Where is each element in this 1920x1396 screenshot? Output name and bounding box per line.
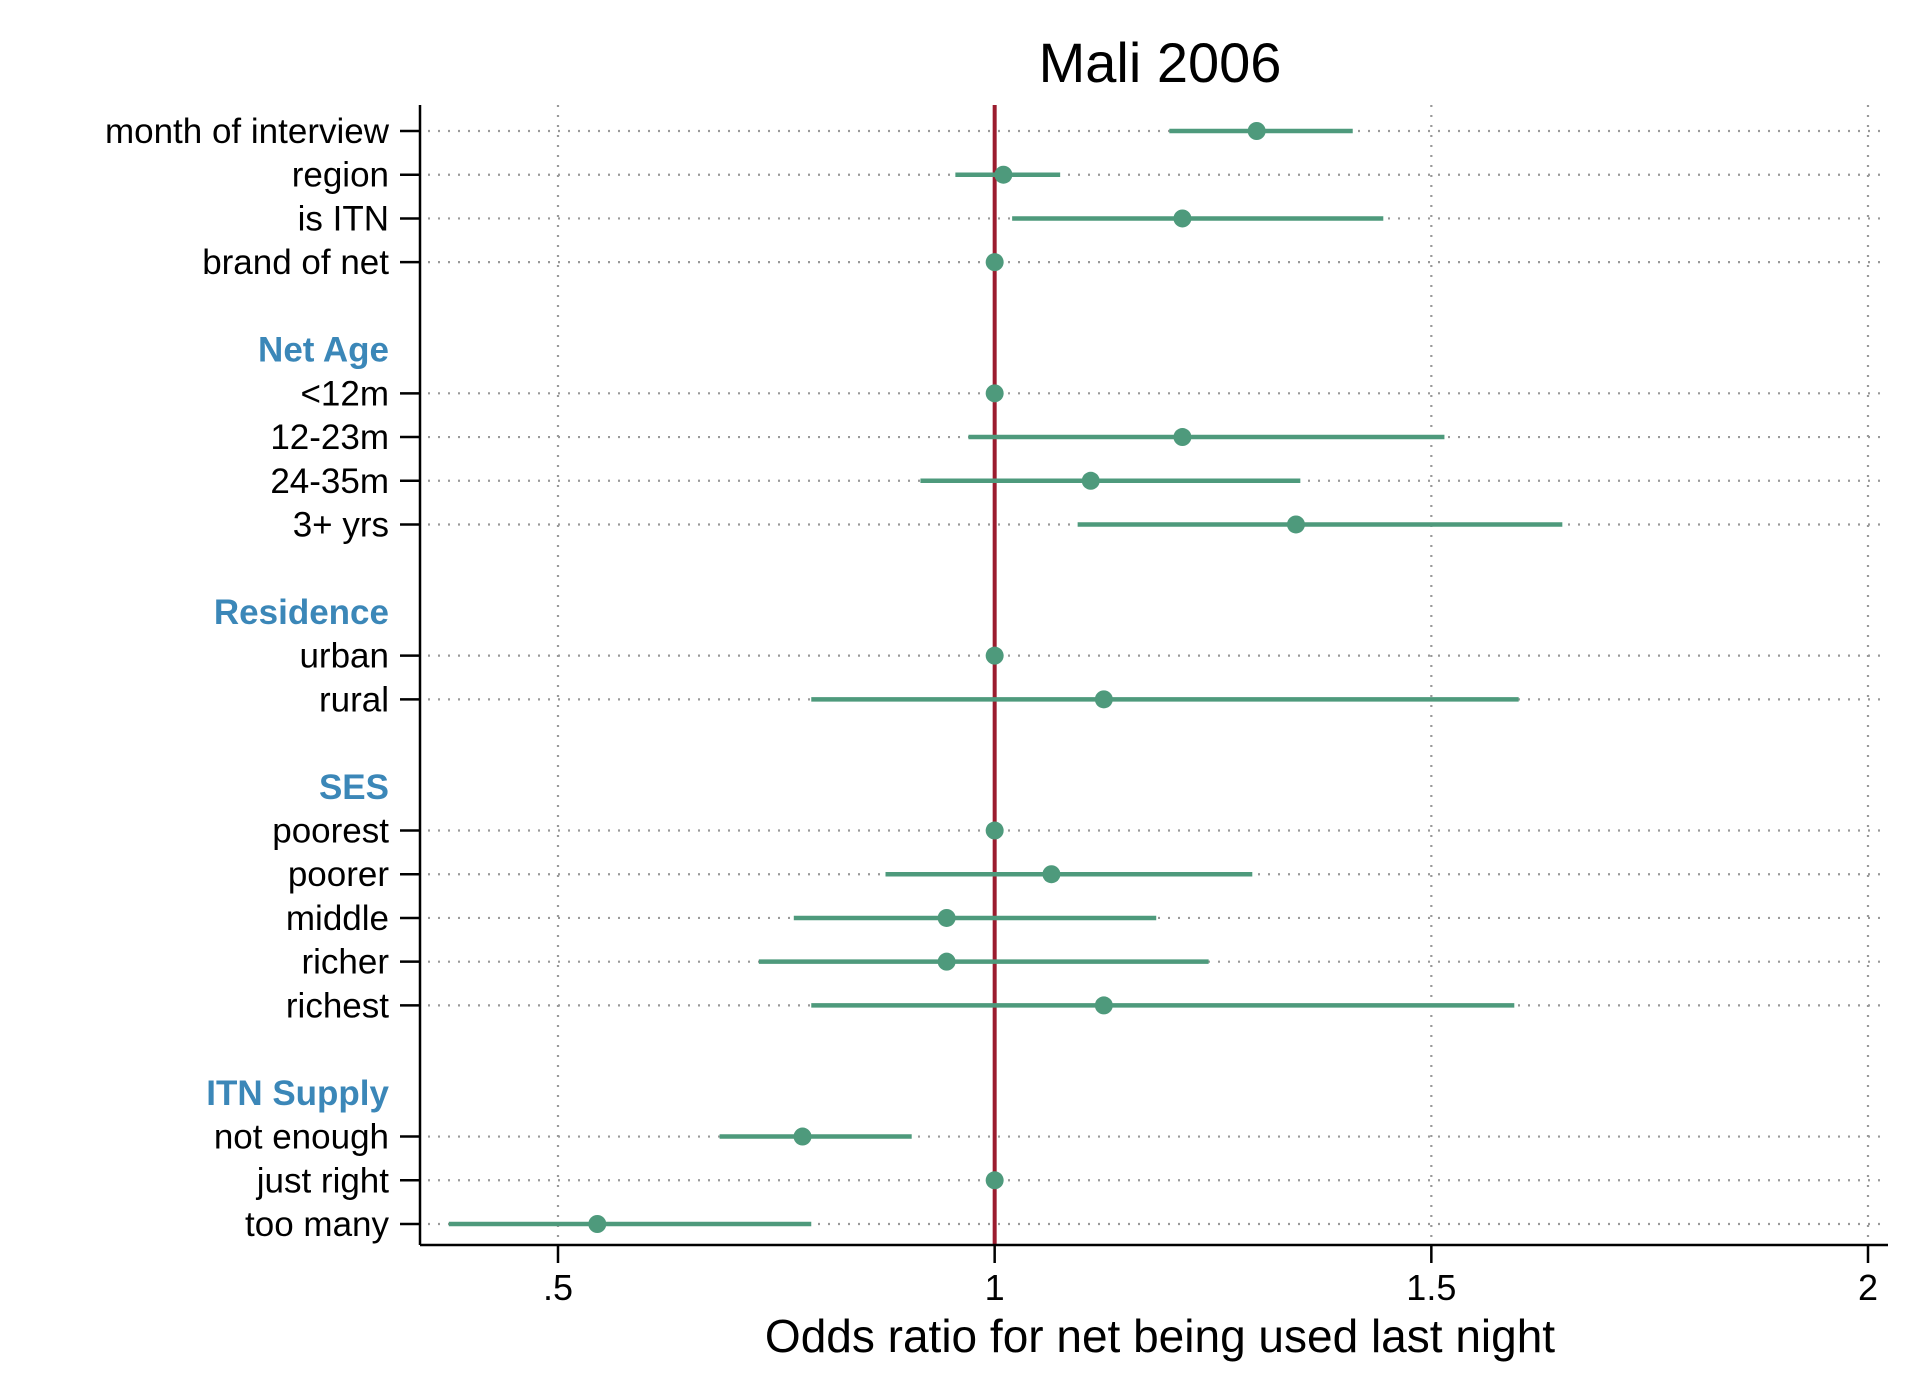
category-labels: month of interview region is ITN brand of n… <box>105 112 390 1244</box>
point-estimate <box>1094 690 1113 709</box>
category-label: not enough <box>214 1118 389 1157</box>
category-label: middle <box>286 899 389 938</box>
point-estimate <box>937 908 956 927</box>
category-label: urban <box>299 637 389 676</box>
category-label: rural <box>319 680 389 719</box>
category-label: is ITN <box>298 199 389 238</box>
category-label: just right <box>256 1161 390 1200</box>
point-estimate <box>994 165 1013 184</box>
axes: .5 1 1.5 2 <box>400 105 1888 1308</box>
category-label: poorer <box>288 855 390 894</box>
point-estimate <box>1286 515 1305 534</box>
point-estimate <box>793 1127 812 1146</box>
category-label: region <box>292 156 389 195</box>
group-heading: SES <box>319 768 389 807</box>
x-tick-label: 1.5 <box>1406 1267 1456 1308</box>
category-label: month of interview <box>105 112 390 151</box>
x-tick-label: .5 <box>543 1267 573 1308</box>
category-label: richest <box>286 986 389 1025</box>
point-estimate <box>1081 471 1100 490</box>
group-heading: ITN Supply <box>206 1074 389 1113</box>
category-label: <12m <box>300 374 389 413</box>
point-estimate <box>985 1171 1004 1190</box>
estimates <box>448 122 1563 1233</box>
point-estimate <box>985 821 1004 840</box>
x-tick-label: 2 <box>1858 1267 1878 1308</box>
point-estimate <box>1247 122 1266 140</box>
x-axis-title: Odds ratio for net being used last night <box>765 1310 1555 1362</box>
point-estimate <box>985 253 1004 272</box>
point-estimate <box>1042 865 1061 884</box>
category-label: richer <box>301 943 389 982</box>
point-estimate <box>1173 428 1192 447</box>
category-label: 12-23m <box>270 418 389 457</box>
chart-title: Mali 2006 <box>1039 31 1282 94</box>
x-tick-label: 1 <box>985 1267 1005 1308</box>
point-estimate <box>1094 996 1113 1015</box>
group-heading: Residence <box>214 593 389 632</box>
group-heading: Net Age <box>258 331 389 370</box>
grid-lines <box>428 105 1888 1245</box>
point-estimate <box>588 1215 607 1233</box>
category-label: 3+ yrs <box>293 505 389 544</box>
category-label: 24-35m <box>270 462 389 501</box>
point-estimate <box>985 384 1004 403</box>
category-label: poorest <box>272 812 389 851</box>
category-label: brand of net <box>202 243 389 282</box>
category-label: too many <box>245 1205 389 1244</box>
point-estimate <box>937 952 956 971</box>
point-estimate <box>985 646 1004 665</box>
point-estimate <box>1173 209 1192 228</box>
